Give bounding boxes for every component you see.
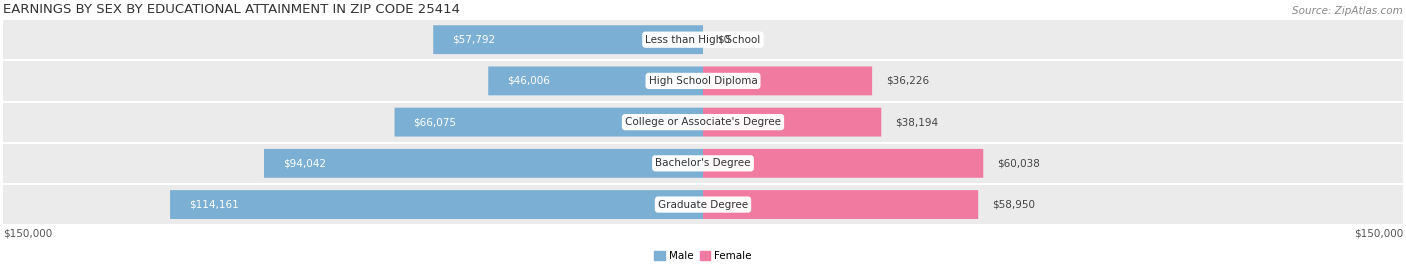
Legend: Male, Female: Male, Female bbox=[650, 247, 756, 265]
FancyBboxPatch shape bbox=[433, 25, 703, 54]
Text: Less than High School: Less than High School bbox=[645, 35, 761, 45]
FancyBboxPatch shape bbox=[170, 190, 703, 219]
Text: $150,000: $150,000 bbox=[1354, 228, 1403, 239]
Text: $60,038: $60,038 bbox=[997, 158, 1040, 168]
Text: $36,226: $36,226 bbox=[886, 76, 929, 86]
Text: Graduate Degree: Graduate Degree bbox=[658, 200, 748, 210]
Text: College or Associate's Degree: College or Associate's Degree bbox=[626, 117, 780, 127]
FancyBboxPatch shape bbox=[703, 108, 882, 137]
Text: $150,000: $150,000 bbox=[3, 228, 52, 239]
FancyBboxPatch shape bbox=[264, 149, 703, 178]
Text: Source: ZipAtlas.com: Source: ZipAtlas.com bbox=[1292, 6, 1403, 16]
Text: EARNINGS BY SEX BY EDUCATIONAL ATTAINMENT IN ZIP CODE 25414: EARNINGS BY SEX BY EDUCATIONAL ATTAINMEN… bbox=[3, 3, 460, 16]
Text: High School Diploma: High School Diploma bbox=[648, 76, 758, 86]
Text: $58,950: $58,950 bbox=[993, 200, 1035, 210]
Text: Bachelor's Degree: Bachelor's Degree bbox=[655, 158, 751, 168]
FancyBboxPatch shape bbox=[488, 66, 703, 95]
Text: $46,006: $46,006 bbox=[508, 76, 550, 86]
Text: $66,075: $66,075 bbox=[413, 117, 456, 127]
FancyBboxPatch shape bbox=[395, 108, 703, 137]
Text: $94,042: $94,042 bbox=[283, 158, 326, 168]
FancyBboxPatch shape bbox=[703, 190, 979, 219]
FancyBboxPatch shape bbox=[703, 66, 872, 95]
Text: $38,194: $38,194 bbox=[896, 117, 938, 127]
Text: $114,161: $114,161 bbox=[188, 200, 239, 210]
Text: $0: $0 bbox=[717, 35, 730, 45]
Text: $57,792: $57,792 bbox=[451, 35, 495, 45]
FancyBboxPatch shape bbox=[703, 149, 983, 178]
